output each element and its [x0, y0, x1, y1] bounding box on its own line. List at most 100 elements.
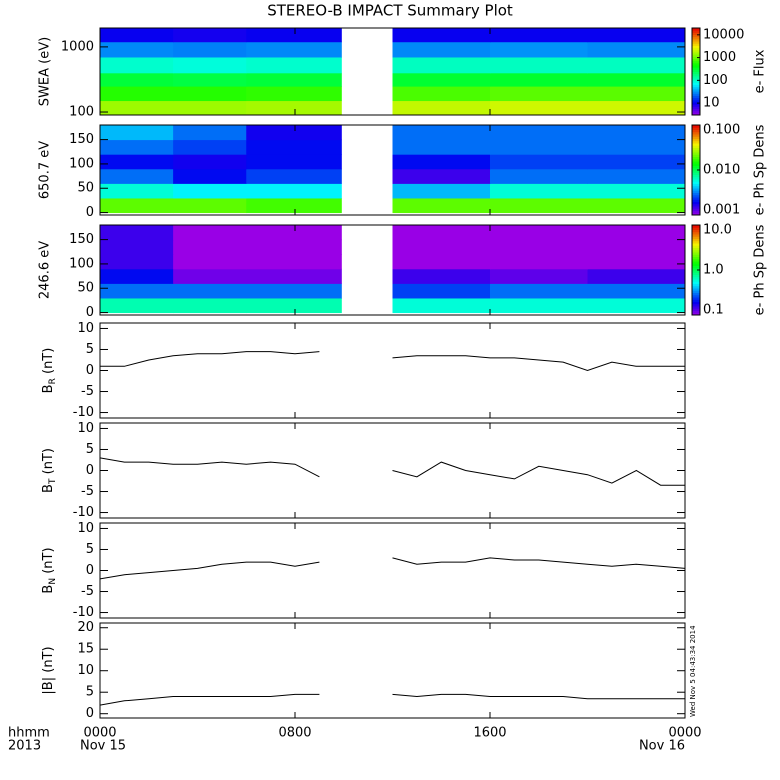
heatmap-cell [100, 268, 174, 284]
heatmap-cell [246, 41, 342, 58]
colorbar-swatch [692, 240, 700, 244]
heatmap-cell [490, 100, 588, 116]
year-label: 2013 [8, 739, 41, 754]
colorbar-swatch [692, 256, 700, 260]
y-label-symbol: B [41, 384, 56, 393]
colorbar-swatch [692, 104, 700, 107]
heatmap-cell [246, 268, 342, 284]
colorbar-swatch [692, 292, 700, 296]
colorbar-tick-label: 10000 [703, 27, 744, 42]
colorbar-swatch [692, 236, 700, 239]
colorbar-swatch [692, 58, 700, 62]
heatmap-cell [490, 125, 588, 141]
colorbar-swatch [692, 80, 700, 83]
heatmap-cell [246, 239, 342, 255]
colorbar-swatch [692, 308, 700, 311]
colorbar-swatch [692, 252, 700, 255]
y-axis-label: 246.6 eV [38, 241, 53, 299]
heatmap-cell [490, 168, 588, 184]
colorbar-swatch [692, 73, 700, 77]
y-label-unit: (nT) [41, 448, 56, 478]
y-tick-label: 0 [86, 205, 94, 220]
colorbar-swatch [692, 106, 700, 109]
y-tick-label: 50 [77, 281, 94, 296]
y-axis-label: |B| (nT) [41, 646, 56, 694]
heatmap-cell [173, 56, 247, 74]
heatmap-cell [587, 28, 686, 43]
colorbar-swatch [692, 125, 700, 128]
heatmap-cell [392, 72, 491, 87]
y-label-symbol: |B| [41, 677, 56, 695]
colorbar-swatch [692, 290, 700, 293]
heatmap-cell [490, 225, 588, 241]
colorbar-swatch [692, 97, 700, 101]
y-axis-label: BN (nT) [41, 547, 58, 593]
y-tick-label: 15 [77, 642, 94, 657]
colorbar-swatch [692, 156, 700, 160]
heatmap-cell [587, 197, 686, 214]
y-label-subscript: N [48, 578, 58, 585]
colorbar-tick-label: 0.001 [703, 203, 740, 218]
colorbar-swatch [692, 238, 700, 242]
heatmap-cell [246, 283, 342, 299]
colorbar-swatch [692, 265, 700, 269]
heatmap-cell [173, 197, 247, 214]
y-tick-label: -5 [81, 384, 94, 399]
colorbar-label: e- Ph Sp Dens [753, 124, 768, 215]
y-tick-label: 20 [77, 620, 94, 635]
panel-frame [99, 224, 686, 316]
colorbar-label: e- Flux [753, 49, 768, 93]
colorbar-swatch [692, 285, 700, 289]
heatmap-cell [100, 86, 174, 102]
colorbar-swatch [692, 201, 700, 205]
x-tick-label: 0000 [668, 726, 701, 741]
colorbar-swatch [692, 301, 700, 305]
y-tick-label: 5 [86, 442, 94, 457]
heatmap-cell [246, 183, 342, 199]
heatmap-cell [100, 28, 174, 43]
y-tick-label: -10 [73, 605, 94, 620]
heatmap-cell [246, 28, 342, 43]
colorbar-swatch [692, 64, 700, 68]
y-tick-label: 0 [86, 563, 94, 578]
heatmap-cell [490, 297, 588, 314]
heatmap-cell [173, 239, 247, 255]
x-tick-label: 0000 [83, 726, 116, 741]
heatmap-cell [587, 268, 686, 284]
colorbar-tick-label: 0.1 [703, 303, 724, 318]
heatmap-cell [587, 254, 686, 270]
colorbar-swatch [692, 69, 700, 72]
y-label-unit: (nT) [41, 547, 56, 577]
colorbar-swatch [692, 183, 700, 187]
colorbar-swatch [692, 112, 700, 116]
heatmap-cell [100, 239, 174, 255]
heatmap-cell [587, 72, 686, 87]
colorbar-swatch [692, 51, 700, 55]
colorbar-swatch [692, 71, 700, 75]
colorbar-swatch [692, 247, 700, 251]
field-trace [99, 693, 685, 706]
colorbar-tick-label: 10.0 [703, 223, 732, 238]
colorbar-swatch [692, 152, 700, 155]
heatmap-cell [392, 197, 491, 214]
heatmap-cell [100, 183, 174, 199]
heatmap-cell [490, 268, 588, 284]
heatmap-cell [100, 297, 174, 314]
heatmap-cell [490, 239, 588, 255]
heatmap-cell [490, 197, 588, 214]
heatmap-cell [392, 254, 491, 270]
colorbar-swatch [692, 163, 700, 166]
heatmap-cell [246, 139, 342, 155]
y-tick-label: 0 [86, 363, 94, 378]
heatmap-cell [392, 28, 491, 43]
y-axis-label: 650.7 eV [38, 141, 53, 199]
colorbar-tick-label: 0.100 [703, 123, 740, 138]
colorbar-tick-label: 1.0 [703, 263, 724, 278]
colorbar-swatch [692, 88, 700, 92]
heatmap-cell [100, 56, 174, 74]
heatmap-cell [392, 86, 491, 102]
heatmap-cell [490, 72, 588, 87]
colorbar-swatch [692, 47, 700, 51]
colorbar-swatch [692, 158, 700, 162]
colorbar-swatch [692, 254, 700, 257]
